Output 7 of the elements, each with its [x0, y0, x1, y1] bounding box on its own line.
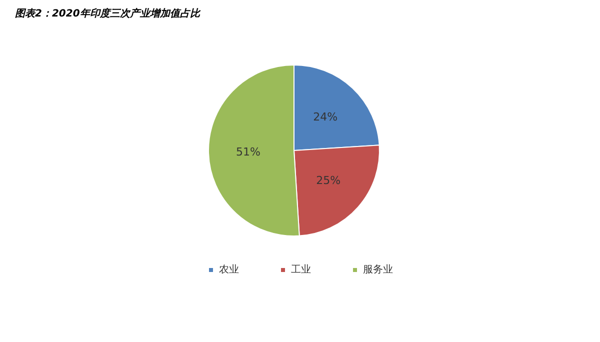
legend-label: 工业: [291, 264, 311, 276]
data-label: 51%: [236, 145, 260, 158]
data-label: 24%: [313, 110, 338, 124]
legend-label: 服务业: [363, 264, 393, 276]
data-label: 25%: [316, 174, 341, 188]
text: 图表2：2020年印度三次产业增加值占比: [15, 8, 201, 20]
legend-label: 农业: [219, 264, 239, 276]
